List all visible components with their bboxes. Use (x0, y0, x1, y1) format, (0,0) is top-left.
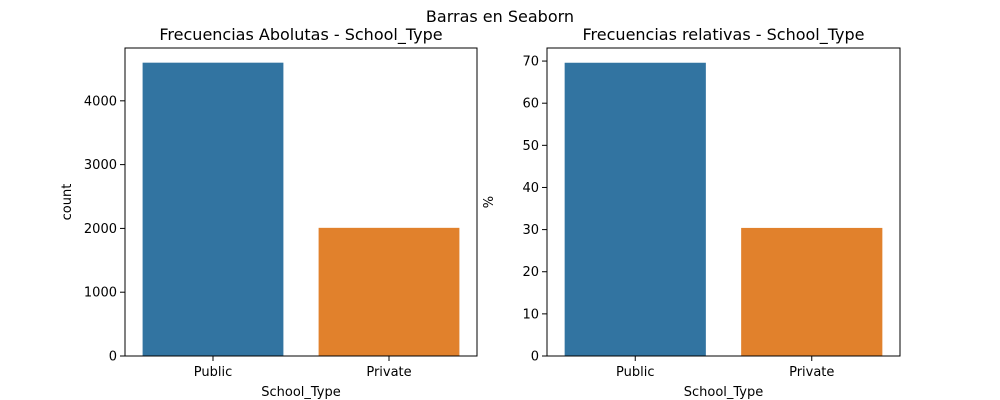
y-axis-label: % (482, 196, 497, 208)
chart-title: Frecuencias relativas - School_Type (583, 25, 865, 45)
y-tick-label: 10 (522, 307, 539, 322)
bar-private (318, 227, 460, 356)
figure-suptitle: Barras en Seaborn (426, 7, 574, 26)
y-axis-label: count (60, 184, 75, 221)
bar-public (142, 62, 284, 357)
y-tick-label: 60 (522, 97, 539, 112)
axes-absolute-frequency: 0 1000 2000 3000 4000 Public Private School_Typ… (60, 25, 478, 400)
chart-title: Frecuencias Abolutas - School_Type (159, 25, 442, 45)
y-tick-label: 50 (522, 139, 539, 154)
y-tick-label: 0 (531, 350, 539, 365)
x-axis-label: School_Type (261, 385, 341, 400)
y-tick-label: 3000 (84, 158, 117, 173)
axes-relative-frequency: 0 10 20 30 40 50 60 70 Public Private School_Type%… (482, 25, 901, 400)
axes-frame (546, 47, 901, 357)
x-tick-label-private: Private (789, 365, 834, 380)
axes-frame (124, 47, 478, 357)
x-axis-label: School_Type (684, 385, 764, 400)
y-tick-label: 40 (522, 181, 539, 196)
y-tick-label: 20 (522, 265, 539, 280)
x-tick-label-private: Private (366, 365, 411, 380)
y-tick-label: 4000 (84, 94, 117, 109)
y-tick-label: 2000 (84, 222, 117, 237)
bar-public (564, 62, 706, 357)
y-tick-label: 70 (522, 55, 539, 70)
y-tick-label: 1000 (84, 286, 117, 301)
bar-private (741, 227, 883, 356)
x-tick-label-public: Public (194, 365, 232, 380)
x-tick-label-public: Public (616, 365, 654, 380)
y-tick-label: 0 (109, 350, 117, 365)
y-tick-label: 30 (522, 223, 539, 238)
